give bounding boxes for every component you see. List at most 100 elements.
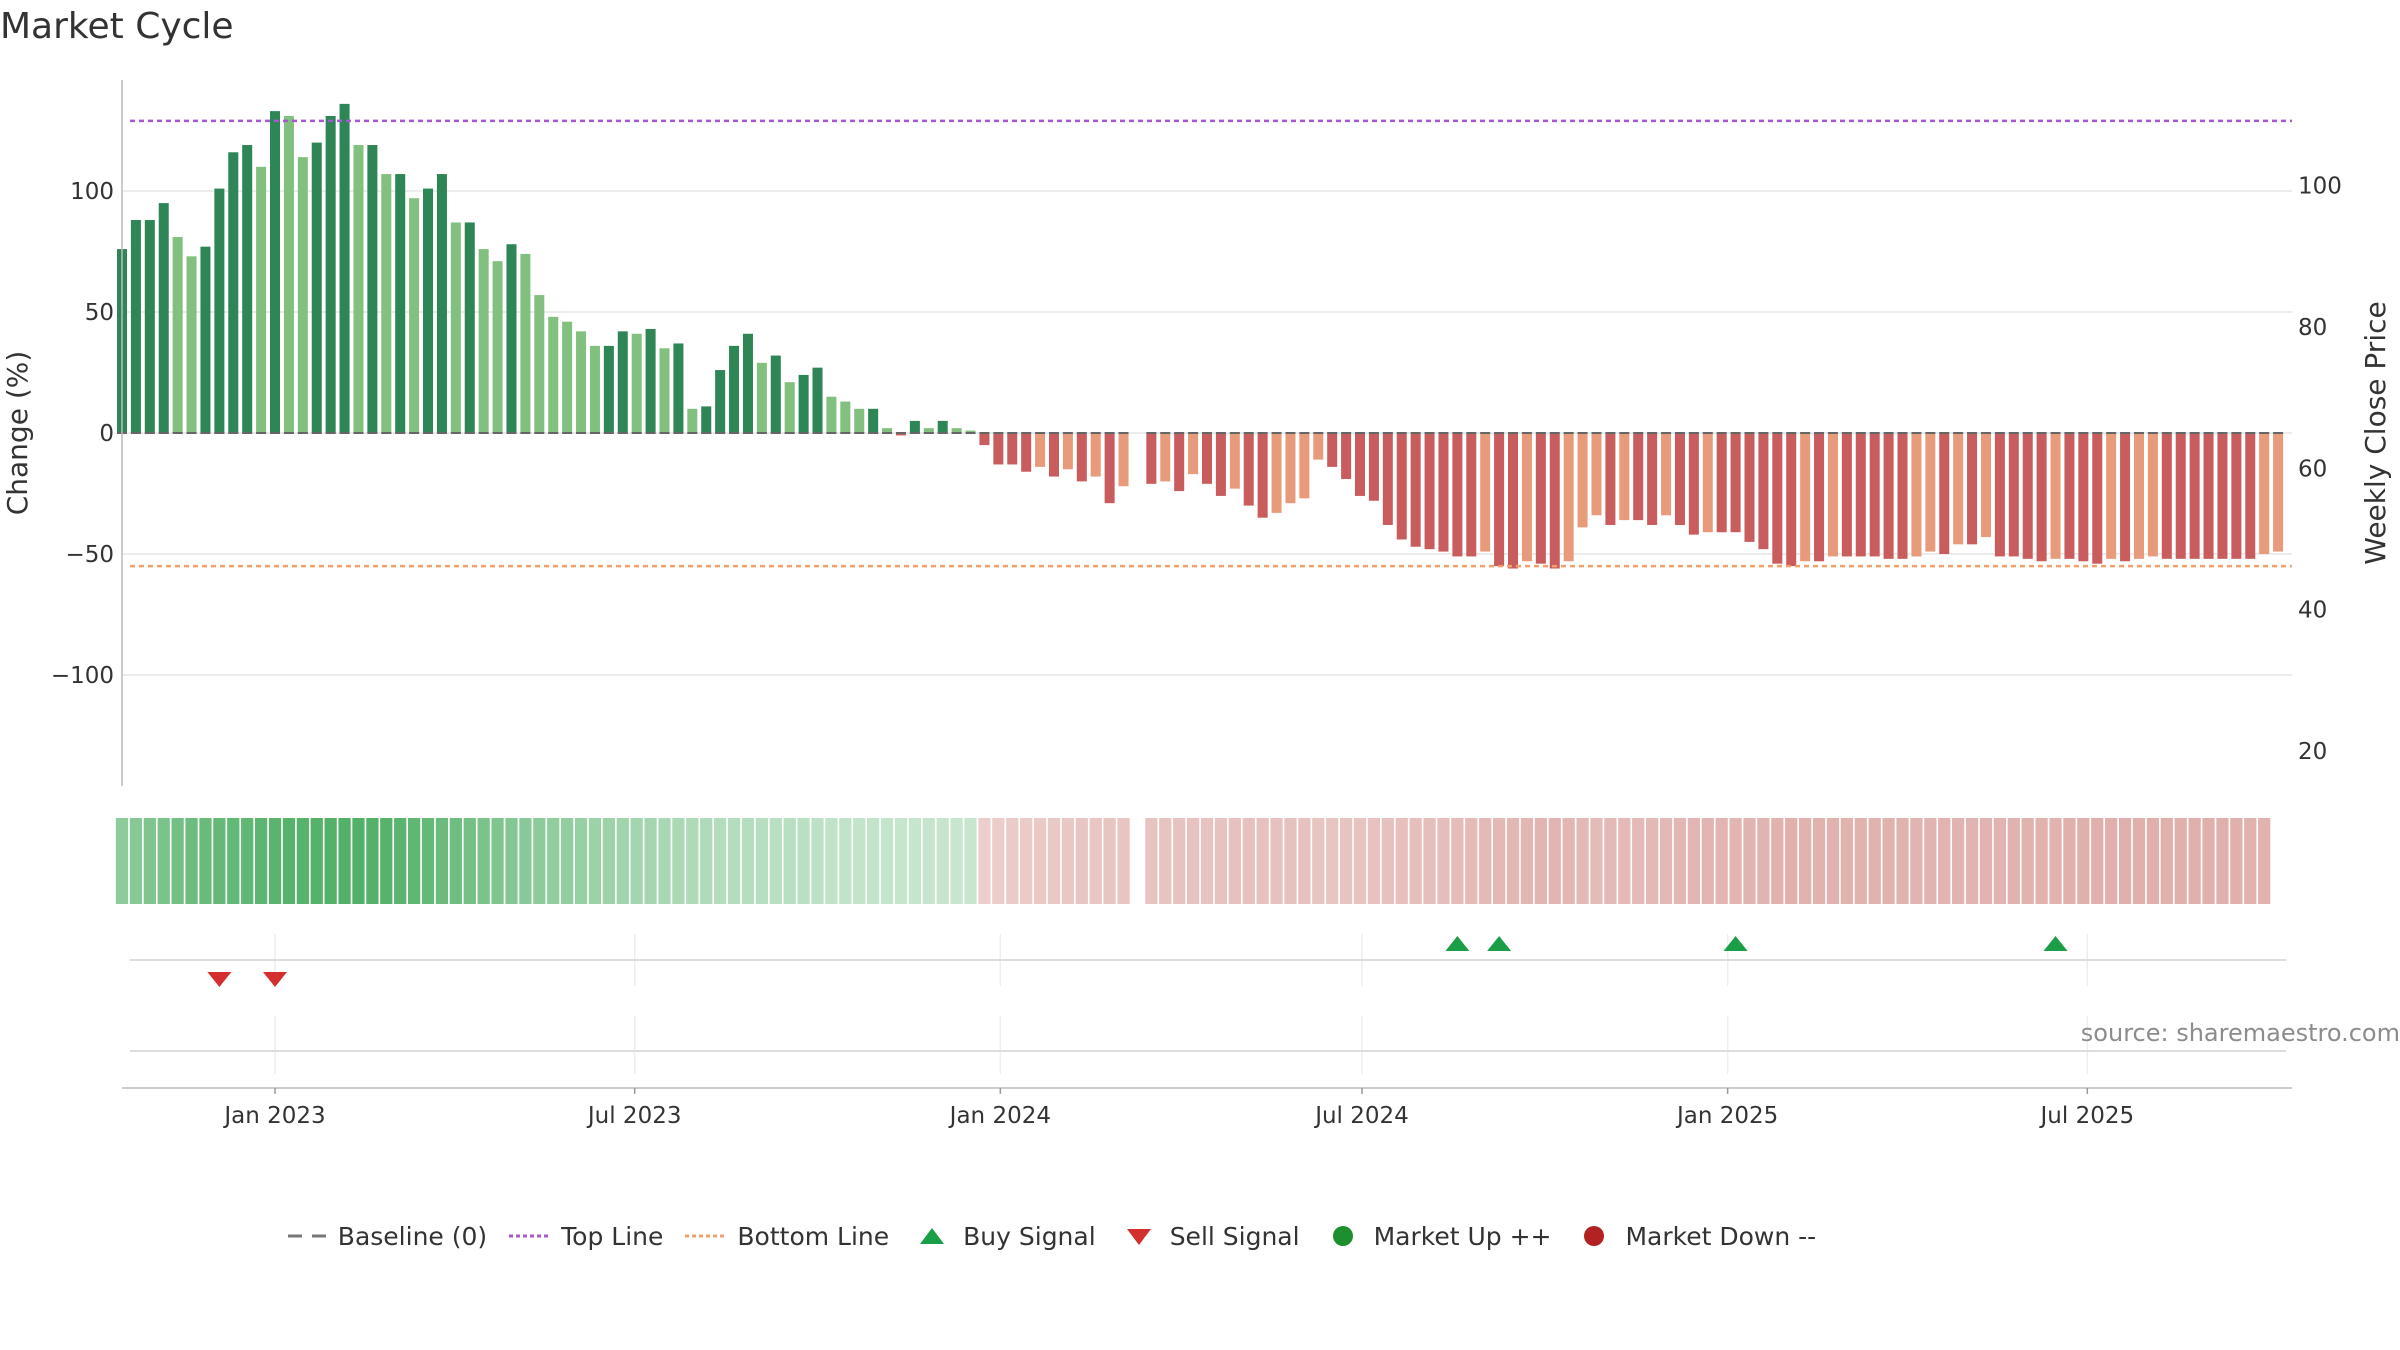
- weekly-change-bar: [659, 348, 670, 433]
- band-cell: [1938, 818, 1951, 904]
- x-tick-label: Jul 2025: [2039, 1103, 2135, 1129]
- weekly-change-bar: [1466, 433, 1477, 557]
- band-cell: [1965, 818, 1979, 904]
- weekly-change-bar: [144, 220, 155, 433]
- band-cell: [1757, 818, 1770, 904]
- band-cell: [894, 818, 908, 904]
- band-cell: [115, 818, 129, 904]
- legend-symbol-buy: [920, 1228, 945, 1244]
- weekly-change-bar: [617, 331, 628, 433]
- weekly-change-bar: [186, 256, 197, 433]
- band-cell: [880, 818, 894, 904]
- band-cell: [1826, 818, 1840, 904]
- band-cell: [867, 818, 880, 904]
- band-cell: [505, 818, 518, 904]
- band-cell: [1409, 818, 1422, 904]
- band-cell: [2007, 818, 2020, 904]
- band-cell: [129, 818, 143, 904]
- band-cell: [1785, 818, 1798, 904]
- date-axis: Jan 2023 Jul 2023 Jan 2024 Jul 2024 Jan 2025…: [122, 1087, 2292, 1129]
- legend-item-mdown: Market Down --: [1571, 1221, 1816, 1251]
- weekly-change-bar: [1146, 433, 1157, 484]
- weekly-change-bar: [951, 428, 962, 433]
- band-cell: [199, 818, 212, 904]
- band-cell: [1701, 818, 1714, 904]
- x-tick-label: Jan 2024: [948, 1103, 1051, 1129]
- weekly-change-bar: [729, 345, 740, 433]
- reference-lines: [130, 119, 2292, 568]
- weekly-change-bar: [687, 408, 698, 433]
- weekly-change-bar: [1480, 433, 1491, 552]
- band-cell: [686, 818, 699, 904]
- weekly-change-bar: [909, 420, 920, 433]
- band-cell: [1173, 818, 1186, 904]
- weekly-change-bar: [1647, 433, 1658, 525]
- weekly-change-bar: [1257, 433, 1268, 518]
- band-cell: [672, 818, 685, 904]
- weekly-change-bar: [1271, 433, 1282, 513]
- band-cell: [811, 818, 824, 904]
- legend-item-bottom: Bottom Line: [683, 1221, 889, 1251]
- weekly-change-bar: [297, 157, 308, 433]
- legend-item-top: Top Line: [507, 1221, 663, 1251]
- band-cell: [2230, 818, 2243, 904]
- band-cell: [1618, 818, 1631, 904]
- weekly-change-bar: [1062, 433, 1073, 470]
- weekly-change-bar: [1674, 433, 1685, 525]
- band-cell: [1854, 818, 1867, 904]
- band-cell: [1910, 818, 1923, 904]
- band-cell: [1882, 818, 1895, 904]
- weekly-change-bar: [1201, 433, 1213, 484]
- band-cell: [2105, 818, 2118, 904]
- band-cell: [1437, 818, 1450, 904]
- weekly-change-bar: [1188, 433, 1199, 475]
- band-cell: [755, 818, 768, 904]
- weekly-change-bar: [895, 433, 906, 436]
- weekly-change-bar: [1396, 433, 1407, 540]
- band-cell: [157, 818, 170, 904]
- legend-label: Baseline (0): [337, 1221, 488, 1251]
- band-cell: [352, 818, 365, 904]
- band-cell: [1604, 818, 1617, 904]
- legend-symbol-top: [509, 1234, 552, 1238]
- legend-label: Sell Signal: [1169, 1221, 1300, 1251]
- weekly-change-bar: [1007, 433, 1018, 465]
- band-cell: [964, 818, 977, 904]
- band-cell: [908, 818, 922, 904]
- weekly-change-bar: [158, 203, 169, 433]
- weekly-change-bar: [1661, 433, 1672, 516]
- band-cell: [1743, 818, 1756, 904]
- band-cell: [143, 818, 156, 904]
- weekly-change-bar: [1229, 433, 1240, 489]
- weekly-change-bar: [1702, 433, 1713, 533]
- band-cell: [1214, 818, 1228, 904]
- weekly-change-bar: [256, 166, 267, 434]
- band-cell: [1771, 818, 1784, 904]
- legend-label: Buy Signal: [963, 1221, 1096, 1251]
- band-cell: [1952, 818, 1965, 904]
- weekly-change-bar: [228, 152, 239, 433]
- weekly-change-bar: [937, 420, 948, 433]
- band-cell: [407, 818, 421, 904]
- weekly-change-bar: [2050, 433, 2061, 559]
- weekly-change-bar: [520, 253, 531, 433]
- weekly-change-bar: [1410, 433, 1421, 547]
- weekly-change-bar: [534, 295, 545, 433]
- band-cell: [1632, 818, 1645, 904]
- weekly-change-bar: [645, 328, 656, 433]
- y-axis-label-left: Change (%): [1, 351, 34, 516]
- legend-item-mup: Market Up ++: [1320, 1221, 1551, 1251]
- weekly-change-bar: [353, 145, 364, 433]
- weekly-change-bar: [1090, 433, 1101, 477]
- legend-label: Bottom Line: [737, 1221, 890, 1251]
- weekly-change-bar: [1953, 433, 1964, 545]
- band-cell: [574, 818, 588, 904]
- weekly-change-bar: [1841, 433, 1852, 557]
- band-cell: [2188, 818, 2201, 904]
- band-cell: [2202, 818, 2215, 904]
- band-cell: [1590, 818, 1603, 904]
- band-cell: [2021, 818, 2034, 904]
- band-cell: [1089, 818, 1102, 904]
- sell-signal-marker: [207, 972, 232, 987]
- weekly-change-bar: [854, 408, 865, 433]
